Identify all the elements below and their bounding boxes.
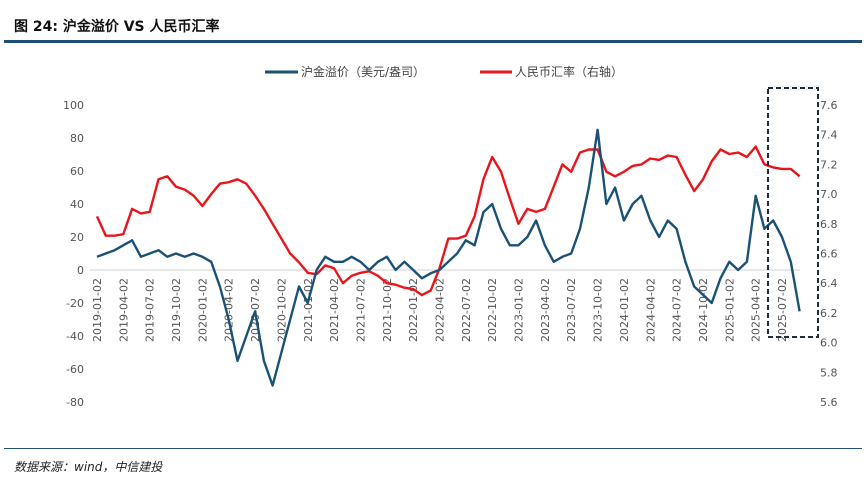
y-right-tick-label: 6.2 [820, 307, 838, 320]
y-right-tick-label: 6.6 [820, 248, 838, 261]
x-tick-label: 2020-07-02 [249, 278, 262, 342]
y-left-tick-label: 80 [70, 132, 84, 145]
y-left-tick-label: 60 [70, 165, 84, 178]
x-tick-label: 2023-10-02 [592, 278, 605, 342]
x-tick-label: 2024-07-02 [671, 278, 684, 342]
x-tick-label: 2022-07-02 [460, 278, 473, 342]
x-tick-label: 2023-04-02 [539, 278, 552, 342]
highlight-box [767, 87, 819, 338]
series-line-premium [96, 128, 801, 387]
y-right-tick-label: 5.6 [820, 396, 838, 409]
x-tick-label: 2019-07-02 [144, 278, 157, 342]
x-tick-label: 2025-07-02 [776, 278, 789, 342]
x-tick-label: 2020-04-02 [223, 278, 236, 342]
y-left-tick-label: 0 [77, 264, 84, 277]
y-right-tick-label: 6.8 [820, 218, 838, 231]
x-tick-label: 2022-01-02 [407, 278, 420, 342]
x-tick-label: 2019-01-02 [91, 278, 104, 342]
y-right-tick-label: 7.2 [820, 158, 838, 171]
y-right-tick-label: 5.8 [820, 366, 838, 379]
x-tick-label: 2021-07-02 [354, 278, 367, 342]
y-left-tick-label: -20 [66, 297, 84, 310]
x-tick-label: 2019-04-02 [117, 278, 130, 342]
legend-label-cny: 人民币汇率（右轴） [515, 64, 623, 79]
figure-title: 图 24: 沪金溢价 VS 人民币汇率 [14, 19, 220, 35]
legend-label-premium: 沪金溢价（美元/盎司） [301, 64, 425, 79]
header-rule [4, 40, 862, 43]
x-tick-label: 2024-10-02 [697, 278, 710, 342]
x-tick-label: 2021-01-02 [302, 278, 315, 342]
x-tick-label: 2025-01-02 [723, 278, 736, 342]
x-tick-label: 2022-10-02 [486, 278, 499, 342]
x-tick-label: 2020-10-02 [275, 278, 288, 342]
x-tick-label: 2024-01-02 [618, 278, 631, 342]
y-right-tick-label: 7.4 [820, 129, 838, 142]
y-left-tick-label: 40 [70, 198, 84, 211]
x-tick-label: 2023-07-02 [565, 278, 578, 342]
y-right-tick-label: 6.4 [820, 277, 838, 290]
y-right-tick-label: 7.0 [820, 188, 838, 201]
y-left-tick-label: 20 [70, 231, 84, 244]
x-tick-label: 2025-04-02 [750, 278, 763, 342]
source-note: 数据来源：wind，中信建投 [14, 460, 163, 474]
y-left-tick-label: 100 [63, 99, 84, 112]
y-left-tick-label: -60 [66, 363, 84, 376]
x-tick-label: 2020-01-02 [196, 278, 209, 342]
x-tick-label: 2022-04-02 [434, 278, 447, 342]
footer-rule [4, 448, 862, 449]
y-left-tick-label: -80 [66, 396, 84, 409]
x-tick-label: 2021-04-02 [328, 278, 341, 342]
series-line-cny [95, 145, 801, 297]
x-tick-label: 2024-04-02 [644, 278, 657, 342]
x-tick-label: 2019-10-02 [170, 278, 183, 342]
y-right-tick-label: 7.6 [820, 99, 838, 112]
x-tick-label: 2023-01-02 [513, 278, 526, 342]
y-left-tick-label: -40 [66, 330, 84, 343]
x-tick-label: 2021-10-02 [381, 278, 394, 342]
y-right-tick-label: 6.0 [820, 337, 838, 350]
